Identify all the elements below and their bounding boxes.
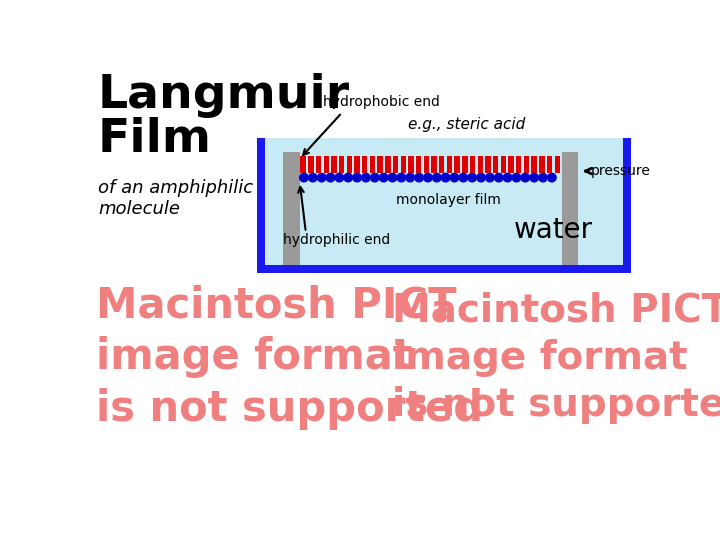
Circle shape xyxy=(371,173,379,182)
Text: water: water xyxy=(514,217,593,244)
Circle shape xyxy=(353,173,361,182)
Circle shape xyxy=(503,173,512,182)
Circle shape xyxy=(512,173,521,182)
Bar xyxy=(470,156,475,173)
Circle shape xyxy=(361,173,370,182)
Bar xyxy=(539,156,544,173)
Bar xyxy=(393,156,398,173)
Circle shape xyxy=(335,173,343,182)
Bar xyxy=(423,156,429,173)
Bar xyxy=(323,156,329,173)
Text: e.g., steric acid: e.g., steric acid xyxy=(408,117,525,132)
Bar xyxy=(462,156,467,173)
Bar xyxy=(257,138,631,273)
Bar xyxy=(400,156,406,173)
Circle shape xyxy=(309,173,317,182)
Circle shape xyxy=(548,173,556,182)
Circle shape xyxy=(433,173,441,182)
Text: Macintosh PICT
image format
is not supported: Macintosh PICT image format is not suppo… xyxy=(392,292,720,424)
Circle shape xyxy=(459,173,467,182)
Bar xyxy=(531,156,537,173)
Bar xyxy=(447,156,452,173)
Circle shape xyxy=(379,173,388,182)
Circle shape xyxy=(423,173,432,182)
Bar xyxy=(500,156,506,173)
Bar xyxy=(493,156,498,173)
Bar xyxy=(339,156,344,173)
Bar xyxy=(477,156,483,173)
Circle shape xyxy=(326,173,335,182)
Circle shape xyxy=(495,173,503,182)
Bar xyxy=(454,156,460,173)
Bar xyxy=(431,156,437,173)
Bar xyxy=(439,156,444,173)
Circle shape xyxy=(441,173,450,182)
Bar xyxy=(547,156,552,173)
Bar xyxy=(408,156,414,173)
Text: monolayer film: monolayer film xyxy=(396,193,501,206)
Circle shape xyxy=(415,173,423,182)
Text: of an amphiphilic
molecule: of an amphiphilic molecule xyxy=(98,179,253,218)
Circle shape xyxy=(486,173,494,182)
Circle shape xyxy=(300,173,308,182)
Circle shape xyxy=(318,173,326,182)
Circle shape xyxy=(539,173,547,182)
Bar xyxy=(562,152,578,265)
Text: Film: Film xyxy=(98,117,212,162)
Text: Macintosh PICT
image format
is not supported: Macintosh PICT image format is not suppo… xyxy=(96,284,483,430)
Bar xyxy=(308,156,314,173)
Bar xyxy=(416,156,421,173)
Bar xyxy=(516,156,521,173)
Circle shape xyxy=(521,173,529,182)
Text: Langmuir: Langmuir xyxy=(98,72,350,118)
Bar xyxy=(300,156,306,173)
Bar xyxy=(508,156,514,173)
Bar xyxy=(370,156,375,173)
Bar xyxy=(283,152,300,265)
Circle shape xyxy=(397,173,405,182)
Circle shape xyxy=(344,173,353,182)
Bar xyxy=(385,156,390,173)
Bar xyxy=(331,156,337,173)
Text: pressure: pressure xyxy=(590,164,651,178)
Circle shape xyxy=(477,173,485,182)
Text: hydrophilic end: hydrophilic end xyxy=(283,233,390,247)
Bar xyxy=(377,156,383,173)
Bar xyxy=(485,156,490,173)
Circle shape xyxy=(406,173,415,182)
Bar xyxy=(265,138,623,265)
Bar xyxy=(354,156,360,173)
Bar xyxy=(523,156,529,173)
Circle shape xyxy=(530,173,539,182)
Circle shape xyxy=(468,173,477,182)
Bar xyxy=(316,156,321,173)
Bar xyxy=(362,156,367,173)
Circle shape xyxy=(450,173,459,182)
Bar xyxy=(554,156,560,173)
Text: hydrophobic end: hydrophobic end xyxy=(323,94,440,109)
Bar xyxy=(346,156,352,173)
Circle shape xyxy=(388,173,397,182)
